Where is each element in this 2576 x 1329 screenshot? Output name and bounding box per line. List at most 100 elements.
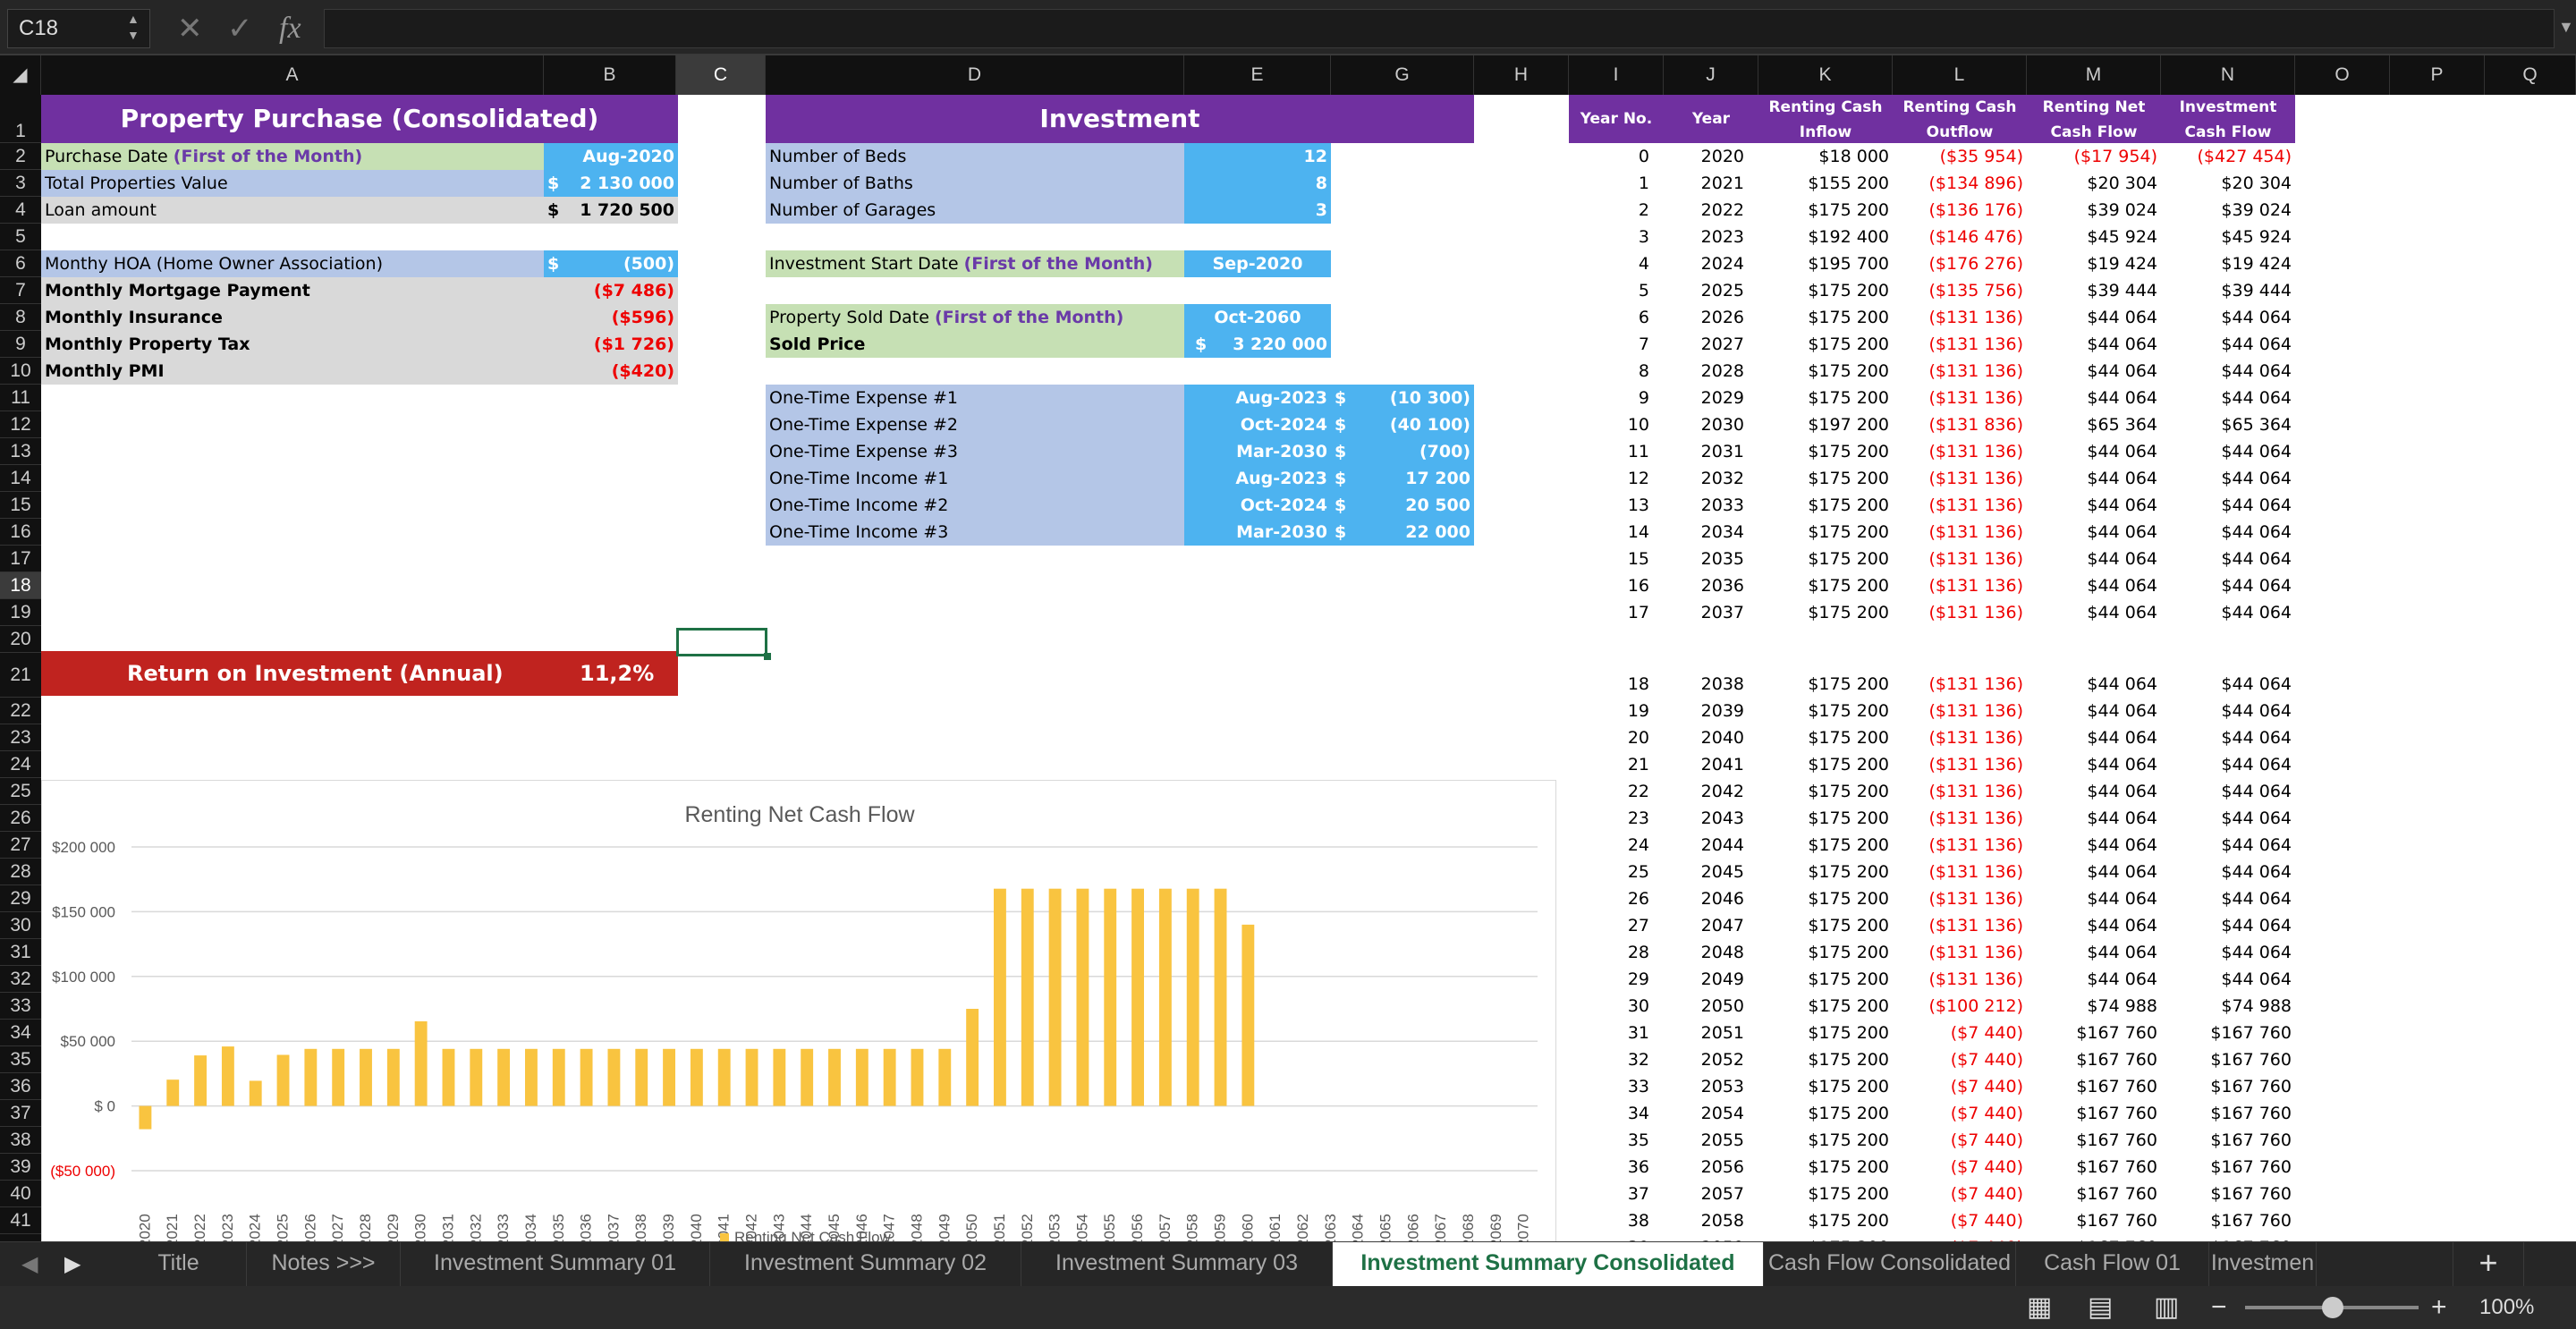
zoom-in-icon[interactable]: +: [2431, 1292, 2447, 1322]
row-header-30[interactable]: 30: [0, 912, 41, 939]
table-cell[interactable]: 2029: [1700, 388, 1744, 408]
table-cell[interactable]: 2041: [1700, 755, 1744, 775]
table-cell[interactable]: $175 200: [1808, 495, 1889, 515]
table-cell[interactable]: $44 064: [2087, 755, 2157, 775]
column-header-q[interactable]: Q: [2485, 55, 2576, 95]
table-cell[interactable]: $39 024: [2087, 200, 2157, 220]
table-cell[interactable]: $175 200: [1808, 576, 1889, 596]
table-cell[interactable]: $45 924: [2221, 227, 2292, 247]
table-cell[interactable]: $167 760: [2076, 1050, 2157, 1070]
select-all-corner[interactable]: ◢: [0, 55, 41, 95]
property-tax-label[interactable]: Monthly Property Tax: [41, 331, 544, 358]
table-cell[interactable]: $44 064: [2087, 782, 2157, 801]
table-cell[interactable]: $175 200: [1808, 862, 1889, 882]
one-time-date[interactable]: Mar-2030: [1184, 438, 1331, 465]
table-cell[interactable]: 14: [1627, 522, 1649, 542]
table-cell[interactable]: $45 924: [2087, 227, 2157, 247]
table-cell[interactable]: $44 064: [2087, 469, 2157, 488]
tab-investment-summary-03[interactable]: Investment Summary 03: [1021, 1242, 1333, 1287]
table-cell[interactable]: $44 064: [2221, 701, 2292, 721]
table-cell[interactable]: ($131 136): [1928, 308, 2023, 327]
table-cell[interactable]: $20 304: [2087, 174, 2157, 193]
table-cell[interactable]: ($131 136): [1928, 522, 2023, 542]
table-cell[interactable]: 2045: [1700, 862, 1744, 882]
table-cell[interactable]: ($131 136): [1928, 728, 2023, 748]
table-cell[interactable]: $65 364: [2087, 415, 2157, 435]
row-header-26[interactable]: 26: [0, 805, 41, 832]
purchase-date-label[interactable]: Purchase Date (First of the Month): [41, 143, 544, 170]
table-header[interactable]: Renting Cash Inflow: [1758, 95, 1893, 143]
table-cell[interactable]: $167 760: [2076, 1130, 2157, 1150]
table-cell[interactable]: $44 064: [2087, 728, 2157, 748]
name-box-stepper[interactable]: ▲ ▼: [127, 12, 140, 42]
table-cell[interactable]: 25: [1627, 862, 1649, 882]
table-cell[interactable]: 2049: [1700, 969, 1744, 989]
table-cell[interactable]: $167 760: [2210, 1050, 2292, 1070]
table-cell[interactable]: $192 400: [1808, 227, 1889, 247]
one-time-date[interactable]: Oct-2024: [1184, 492, 1331, 519]
table-cell[interactable]: $175 200: [1808, 361, 1889, 381]
row-header-32[interactable]: 32: [0, 966, 41, 993]
table-cell[interactable]: 28: [1627, 943, 1649, 962]
table-cell[interactable]: $44 064: [2221, 308, 2292, 327]
column-header-a[interactable]: A: [41, 55, 544, 95]
table-cell[interactable]: 18: [1627, 674, 1649, 694]
hoa-label[interactable]: Monthy HOA (Home Owner Association): [41, 250, 544, 277]
row-header-19[interactable]: 19: [0, 599, 41, 626]
row-header-29[interactable]: 29: [0, 885, 41, 912]
table-cell[interactable]: ($131 136): [1928, 388, 2023, 408]
one-time-label[interactable]: One-Time Expense #2: [766, 411, 1184, 438]
row-header-11[interactable]: 11: [0, 385, 41, 411]
table-cell[interactable]: 1: [1638, 174, 1649, 193]
table-cell[interactable]: $44 064: [2087, 969, 2157, 989]
table-cell[interactable]: $175 200: [1808, 996, 1889, 1016]
table-cell[interactable]: ($131 136): [1928, 469, 2023, 488]
zoom-out-icon[interactable]: −: [2211, 1292, 2227, 1322]
row-header-10[interactable]: 10: [0, 358, 41, 385]
row-header-6[interactable]: 6: [0, 250, 41, 277]
table-cell[interactable]: ($134 896): [1928, 174, 2023, 193]
table-cell[interactable]: 2058: [1700, 1211, 1744, 1231]
table-cell[interactable]: 2026: [1700, 308, 1744, 327]
table-cell[interactable]: $44 064: [2087, 549, 2157, 569]
hoa-value-cell[interactable]: $ (500): [544, 250, 678, 277]
one-time-label[interactable]: One-Time Expense #3: [766, 438, 1184, 465]
table-header[interactable]: Year: [1664, 95, 1758, 143]
table-cell[interactable]: 22: [1627, 782, 1649, 801]
roi-label[interactable]: Return on Investment (Annual): [41, 651, 544, 696]
row-header-24[interactable]: 24: [0, 751, 41, 778]
row-header-25[interactable]: 25: [0, 778, 41, 805]
row-header-16[interactable]: 16: [0, 519, 41, 546]
row-header-38[interactable]: 38: [0, 1127, 41, 1154]
sold-date-value[interactable]: Oct-2060: [1184, 304, 1331, 331]
beds-value[interactable]: 12: [1184, 143, 1331, 170]
table-cell[interactable]: 8: [1638, 361, 1649, 381]
active-cell-selection[interactable]: [676, 628, 767, 656]
column-header-n[interactable]: N: [2161, 55, 2295, 95]
table-cell[interactable]: 36: [1627, 1157, 1649, 1177]
row-header-37[interactable]: 37: [0, 1100, 41, 1127]
zoom-slider-thumb[interactable]: [2322, 1297, 2343, 1318]
table-cell[interactable]: 2034: [1700, 522, 1744, 542]
garages-label[interactable]: Number of Garages: [766, 197, 1184, 224]
table-cell[interactable]: ($131 136): [1928, 835, 2023, 855]
table-cell[interactable]: $175 200: [1808, 1077, 1889, 1096]
table-cell[interactable]: 0: [1638, 147, 1649, 166]
table-cell[interactable]: ($7 440): [1950, 1211, 2023, 1231]
table-cell[interactable]: ($131 136): [1928, 603, 2023, 622]
table-cell[interactable]: 2056: [1700, 1157, 1744, 1177]
table-cell[interactable]: $175 200: [1808, 728, 1889, 748]
sold-price-label[interactable]: Sold Price: [766, 331, 1184, 358]
tab-title[interactable]: Title: [111, 1242, 247, 1287]
one-time-date[interactable]: Mar-2030: [1184, 519, 1331, 546]
table-cell[interactable]: $44 064: [2221, 969, 2292, 989]
table-cell[interactable]: ($131 136): [1928, 808, 2023, 828]
table-cell[interactable]: 2043: [1700, 808, 1744, 828]
row-header-1[interactable]: 1: [0, 95, 41, 143]
table-cell[interactable]: $44 064: [2221, 889, 2292, 909]
column-header-d[interactable]: D: [766, 55, 1184, 95]
table-cell[interactable]: $44 064: [2087, 308, 2157, 327]
table-cell[interactable]: 10: [1627, 415, 1649, 435]
table-cell[interactable]: $167 760: [2076, 1157, 2157, 1177]
table-cell[interactable]: ($135 756): [1928, 281, 2023, 301]
